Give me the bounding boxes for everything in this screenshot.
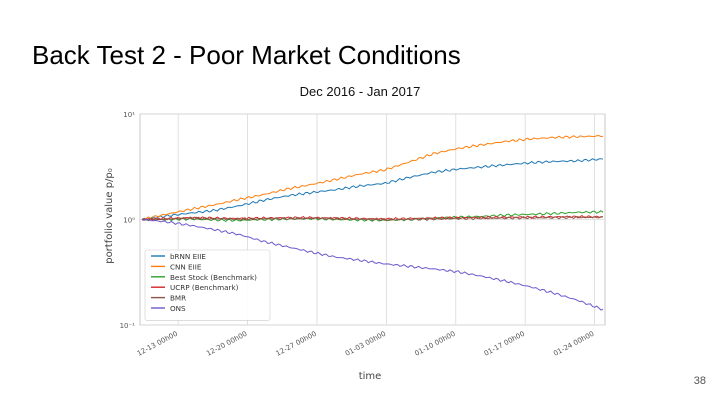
page-number: 38 [693, 375, 706, 387]
slide-title: Back Test 2 - Poor Market Conditions [32, 40, 461, 70]
legend-label: CNN EIIE [170, 262, 202, 271]
legend-label: bRNN EIIE [170, 252, 206, 261]
y-axis-label: portfolio value p/p₀ [104, 168, 115, 264]
x-axis-label: time [359, 371, 382, 382]
legend-label: BMR [170, 294, 186, 303]
legend-box [144, 249, 271, 321]
x-tick-label: 12-20 00h00 [205, 330, 248, 358]
legend-label: Best Stock (Benchmark) [170, 273, 257, 282]
legend-label: UCRP (Benchmark) [170, 283, 239, 292]
y-tick-label: 10¹ [123, 111, 135, 119]
series-line-1 [141, 134, 604, 221]
series-line-3 [141, 214, 604, 221]
y-tick-label: 10⁻¹ [120, 322, 136, 330]
x-tick-label: 01-10 00h00 [413, 330, 456, 358]
series-lines [141, 134, 604, 311]
y-tick-label: 10⁰ [123, 217, 135, 225]
series-line-0 [141, 158, 604, 220]
x-tick-label: 01-03 00h00 [344, 330, 387, 358]
x-tick-label: 01-24 00h00 [552, 330, 595, 358]
x-tick-label: 12-27 00h00 [275, 330, 318, 358]
x-tick-label: 12-13 00h00 [136, 330, 179, 358]
series-line-2 [141, 210, 604, 223]
legend-label: ONS [170, 304, 186, 313]
chart-subtitle: Dec 2016 - Jan 2017 [299, 84, 421, 99]
series-line-5 [141, 218, 604, 311]
x-tick-label: 01-17 00h00 [483, 330, 526, 358]
series-line-4 [141, 215, 604, 222]
